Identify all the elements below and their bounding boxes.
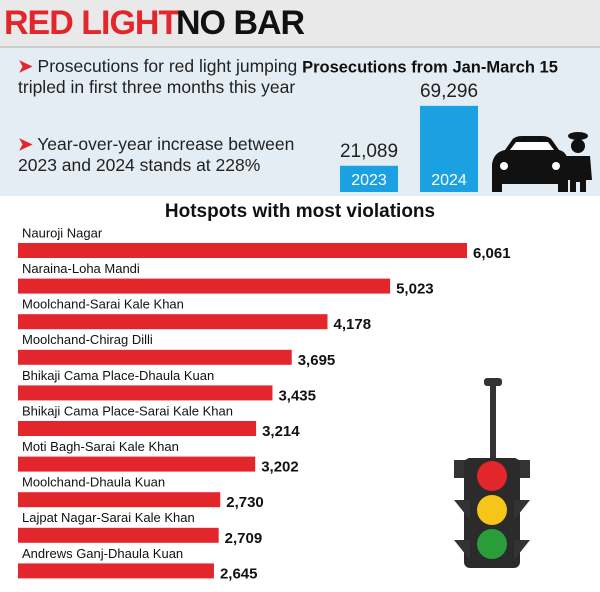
- bullet-text: Prosecutions for red light jumping tripl…: [18, 56, 298, 97]
- header: RED LIGHT NO BAR: [0, 0, 600, 48]
- bar: [18, 527, 219, 543]
- category-label: Andrews Ganj-Dhaula Kuan: [22, 546, 183, 561]
- chart-title: Prosecutions from Jan-March 15: [302, 58, 558, 76]
- category-label: Moolchand-Sarai Kale Khan: [22, 297, 184, 312]
- category-label: Lajpat Nagar-Sarai Kale Khan: [22, 510, 195, 525]
- police-icon: [564, 132, 592, 192]
- value-label: 3,202: [261, 459, 299, 476]
- value-label: 4,178: [334, 316, 372, 333]
- bar: [420, 105, 478, 192]
- category-label: Nauroji Nagar: [22, 225, 103, 240]
- category-label: Bhikaji Cama Place-Sarai Kale Khan: [22, 403, 233, 418]
- title-red: RED LIGHT: [4, 4, 179, 42]
- bullet: ➤ Year-over-year increase between 2023 a…: [18, 134, 295, 175]
- value-label: 21,089: [340, 141, 398, 162]
- value-label: 2,709: [225, 530, 263, 547]
- value-label: 3,435: [278, 387, 316, 404]
- category-label: Moolchand-Dhaula Kuan: [22, 475, 165, 490]
- value-label: 5,023: [396, 281, 434, 298]
- bar: [18, 492, 221, 508]
- bar: [18, 314, 328, 330]
- category-label: Naraina-Loha Mandi: [22, 261, 140, 276]
- value-label: 3,214: [262, 423, 300, 440]
- value-label: 2,645: [220, 565, 258, 582]
- car-icon: [492, 136, 568, 192]
- bar: [18, 349, 292, 365]
- title-black: NO BAR: [176, 4, 305, 42]
- bullet-text: Year-over-year increase between 2023 and…: [18, 134, 295, 175]
- value-label: 2,730: [226, 494, 264, 511]
- category-label: Bhikaji Cama Place-Dhaula Kuan: [22, 368, 214, 383]
- value-label: 69,296: [420, 81, 478, 102]
- value-label: 3,695: [298, 352, 336, 369]
- category-label: 2023: [351, 172, 387, 189]
- bullet: ➤ Prosecutions for red light jumping tri…: [18, 56, 298, 97]
- category-label: Moti Bagh-Sarai Kale Khan: [22, 439, 179, 454]
- bar: [18, 243, 467, 258]
- bar: [18, 278, 391, 294]
- bar: [18, 456, 256, 472]
- value-label: 6,061: [473, 245, 511, 262]
- bar: [18, 385, 273, 401]
- category-label: 2024: [431, 172, 467, 189]
- category-label: Moolchand-Chirag Dilli: [22, 332, 153, 347]
- bar: [18, 421, 257, 436]
- bar: [18, 563, 214, 579]
- bar: [340, 165, 398, 192]
- traffic-light: [454, 378, 530, 568]
- chart-title: Hotspots with most violations: [165, 201, 435, 222]
